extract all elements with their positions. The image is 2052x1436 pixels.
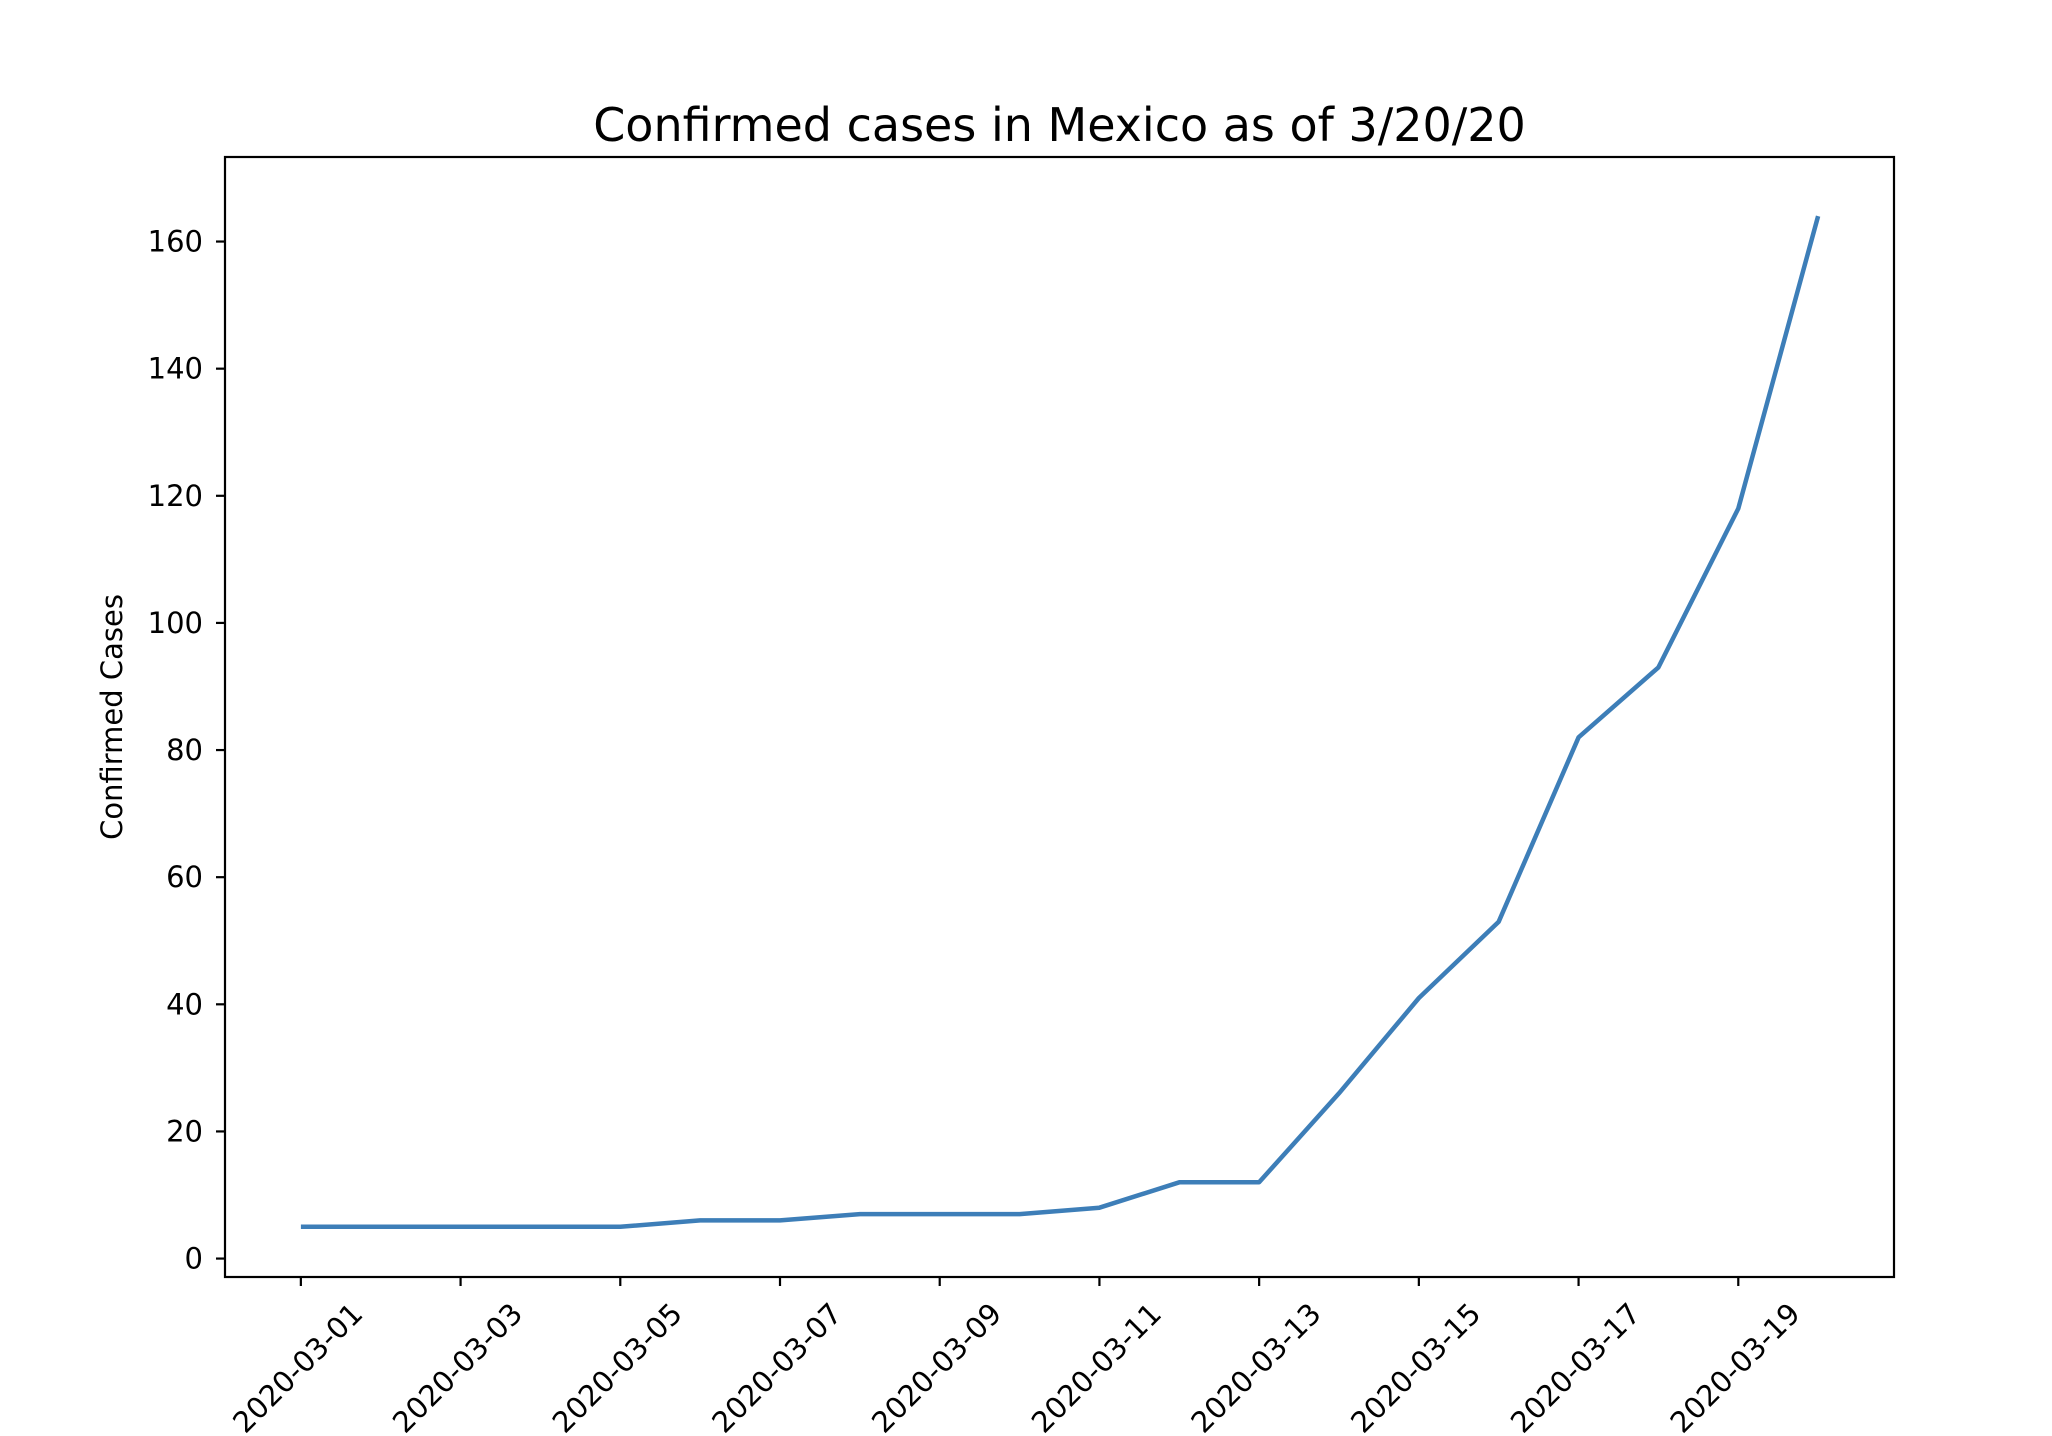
x-tick-label: 2020-03-01 <box>226 1296 369 1436</box>
y-tick-label: 20 <box>166 1114 203 1148</box>
y-tick-label: 140 <box>148 352 203 386</box>
confirmed-cases-line <box>300 215 1821 1230</box>
x-tick-label: 2020-03-11 <box>1025 1296 1168 1436</box>
plot-border <box>223 155 1896 1279</box>
x-tick-label: 2020-03-19 <box>1664 1296 1807 1436</box>
x-tick-label: 2020-03-03 <box>386 1296 529 1436</box>
y-axis-label: Confirmed Cases <box>95 594 129 840</box>
x-axis-ticks: 2020-03-01 2020-03-03 2020-03-05 2020-03-07… <box>226 1277 1807 1436</box>
x-tick-label: 2020-03-09 <box>865 1296 1008 1436</box>
x-tick-label: 2020-03-13 <box>1184 1296 1327 1436</box>
x-tick-label: 2020-03-15 <box>1344 1296 1487 1436</box>
x-tick-label: 2020-03-17 <box>1504 1296 1647 1436</box>
y-tick-label: 120 <box>148 479 203 513</box>
y-axis-ticks: 0 20 40 60 80 100 120 140 160 <box>148 225 225 1276</box>
y-tick-label: 0 <box>185 1242 203 1276</box>
x-tick-label: 2020-03-07 <box>705 1296 848 1436</box>
y-tick-label: 100 <box>148 606 203 640</box>
y-tick-label: 60 <box>166 860 203 894</box>
y-tick-label: 160 <box>148 225 203 259</box>
x-tick-label: 2020-03-05 <box>546 1296 689 1436</box>
y-tick-label: 40 <box>166 987 203 1021</box>
chart-title: Confirmed cases in Mexico as of 3/20/20 <box>593 98 1526 152</box>
y-tick-label: 80 <box>166 733 203 767</box>
